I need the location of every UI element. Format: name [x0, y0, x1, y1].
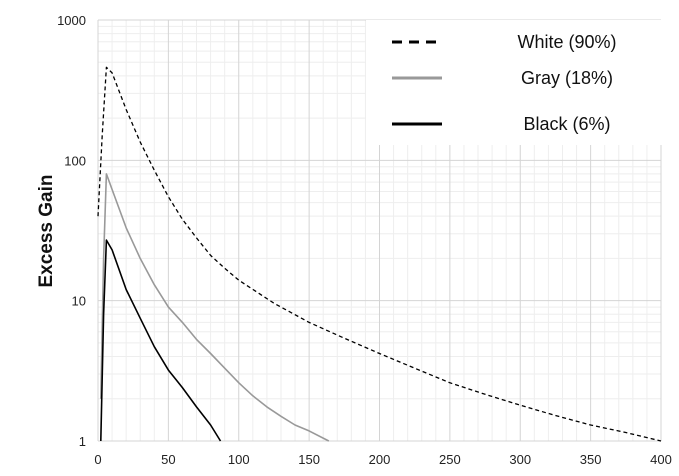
series-line-gray: [100, 173, 330, 442]
y-tick-label: 100: [64, 153, 86, 168]
legend-label-white: White (90%): [517, 32, 616, 52]
x-tick-label: 250: [439, 452, 461, 467]
x-tick-label: 300: [509, 452, 531, 467]
legend: White (90%) Gray (18%) Black (6%): [366, 20, 662, 145]
legend-label-black: Black (6%): [523, 114, 610, 134]
x-tick-label: 400: [650, 452, 672, 467]
series-line-white: [97, 66, 662, 442]
legend-box: [366, 20, 662, 145]
y-tick-label: 10: [72, 294, 86, 309]
x-tick-label: 150: [298, 452, 320, 467]
y-tick-label: 1: [79, 434, 86, 449]
y-axis-label: Excess Gain: [36, 174, 57, 287]
x-tick-label: 200: [369, 452, 391, 467]
plot-lines: [97, 66, 662, 442]
series-line-black: [100, 239, 222, 442]
x-tick-label: 50: [161, 452, 175, 467]
x-tick-label: 350: [580, 452, 602, 467]
x-tick-label: 0: [94, 452, 101, 467]
x-tick-label: 100: [228, 452, 250, 467]
x-tick-labels: 0 50 100 150 200 250 300 350 400: [94, 452, 671, 467]
y-tick-label: 1000: [57, 13, 86, 28]
legend-label-gray: Gray (18%): [521, 68, 613, 88]
y-tick-labels: 1 10 100 1000: [57, 13, 86, 449]
